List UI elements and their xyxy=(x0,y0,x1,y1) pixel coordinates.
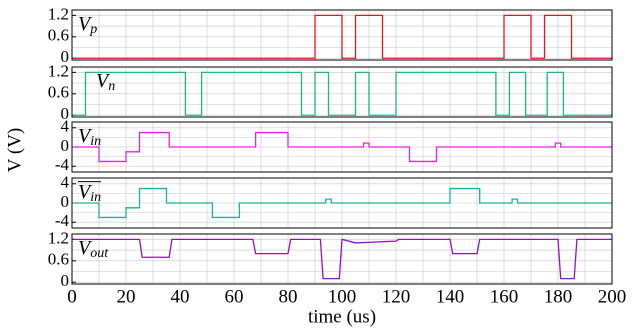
panel-label: Vin xyxy=(78,125,101,150)
label-main: V xyxy=(78,237,93,259)
y-tick-label: 0 xyxy=(61,104,70,123)
y-tick-label: 0 xyxy=(61,136,70,155)
panel-frame xyxy=(71,66,613,118)
y-tick-label: -4 xyxy=(55,211,70,230)
x-tick-label: 0 xyxy=(67,286,77,307)
signal-line xyxy=(72,14,612,59)
y-tick-label: 4 xyxy=(61,173,70,192)
y-tick-label: 4 xyxy=(61,117,70,136)
y-tick-label: 1.2 xyxy=(48,4,69,23)
y-tick-label: 0 xyxy=(61,47,70,66)
signal-line xyxy=(72,187,612,219)
label-sub: p xyxy=(89,22,97,37)
label-main: V xyxy=(78,125,93,147)
label-main: V xyxy=(96,70,111,92)
panel-label: Vp xyxy=(78,13,97,38)
x-tick-label: 40 xyxy=(171,286,190,307)
panel-frame xyxy=(71,233,613,285)
panel-label: Vin xyxy=(78,181,101,206)
panel-frame xyxy=(71,121,613,173)
x-tick-label: 20 xyxy=(117,286,136,307)
panel-label: Vout xyxy=(78,237,109,262)
signal-line xyxy=(72,71,612,116)
y-tick-label: 0 xyxy=(61,192,70,211)
panel-frame xyxy=(71,9,613,61)
x-tick-label: 60 xyxy=(225,286,244,307)
y-tick-label: 0.6 xyxy=(48,83,69,102)
x-tick-label: 80 xyxy=(279,286,298,307)
y-tick-label: 1.2 xyxy=(48,228,69,247)
x-tick-label: 180 xyxy=(544,286,573,307)
y-tick-label: -4 xyxy=(55,155,70,174)
y-axis-label: V (V) xyxy=(4,128,25,173)
label-main: V xyxy=(78,181,93,203)
signal-line xyxy=(72,238,612,280)
x-tick-label: 140 xyxy=(436,286,465,307)
x-axis-label: time (us) xyxy=(308,306,376,327)
signal-line xyxy=(72,131,612,163)
label-main: V xyxy=(78,13,93,35)
label-sub: n xyxy=(108,79,115,94)
y-tick-label: 0.6 xyxy=(48,26,69,45)
panel-frame xyxy=(71,177,613,229)
x-tick-label: 100 xyxy=(328,286,357,307)
y-tick-label: 1.2 xyxy=(48,61,69,80)
panel-label: Vn xyxy=(96,70,115,95)
y-tick-label: 0.6 xyxy=(48,250,69,269)
y-tick-label: 0 xyxy=(61,271,70,290)
x-tick-label: 160 xyxy=(490,286,519,307)
label-sub: in xyxy=(90,190,101,205)
x-tick-label: 200 xyxy=(598,286,627,307)
label-sub: out xyxy=(90,246,109,261)
label-sub: in xyxy=(90,134,101,149)
x-tick-label: 120 xyxy=(382,286,411,307)
